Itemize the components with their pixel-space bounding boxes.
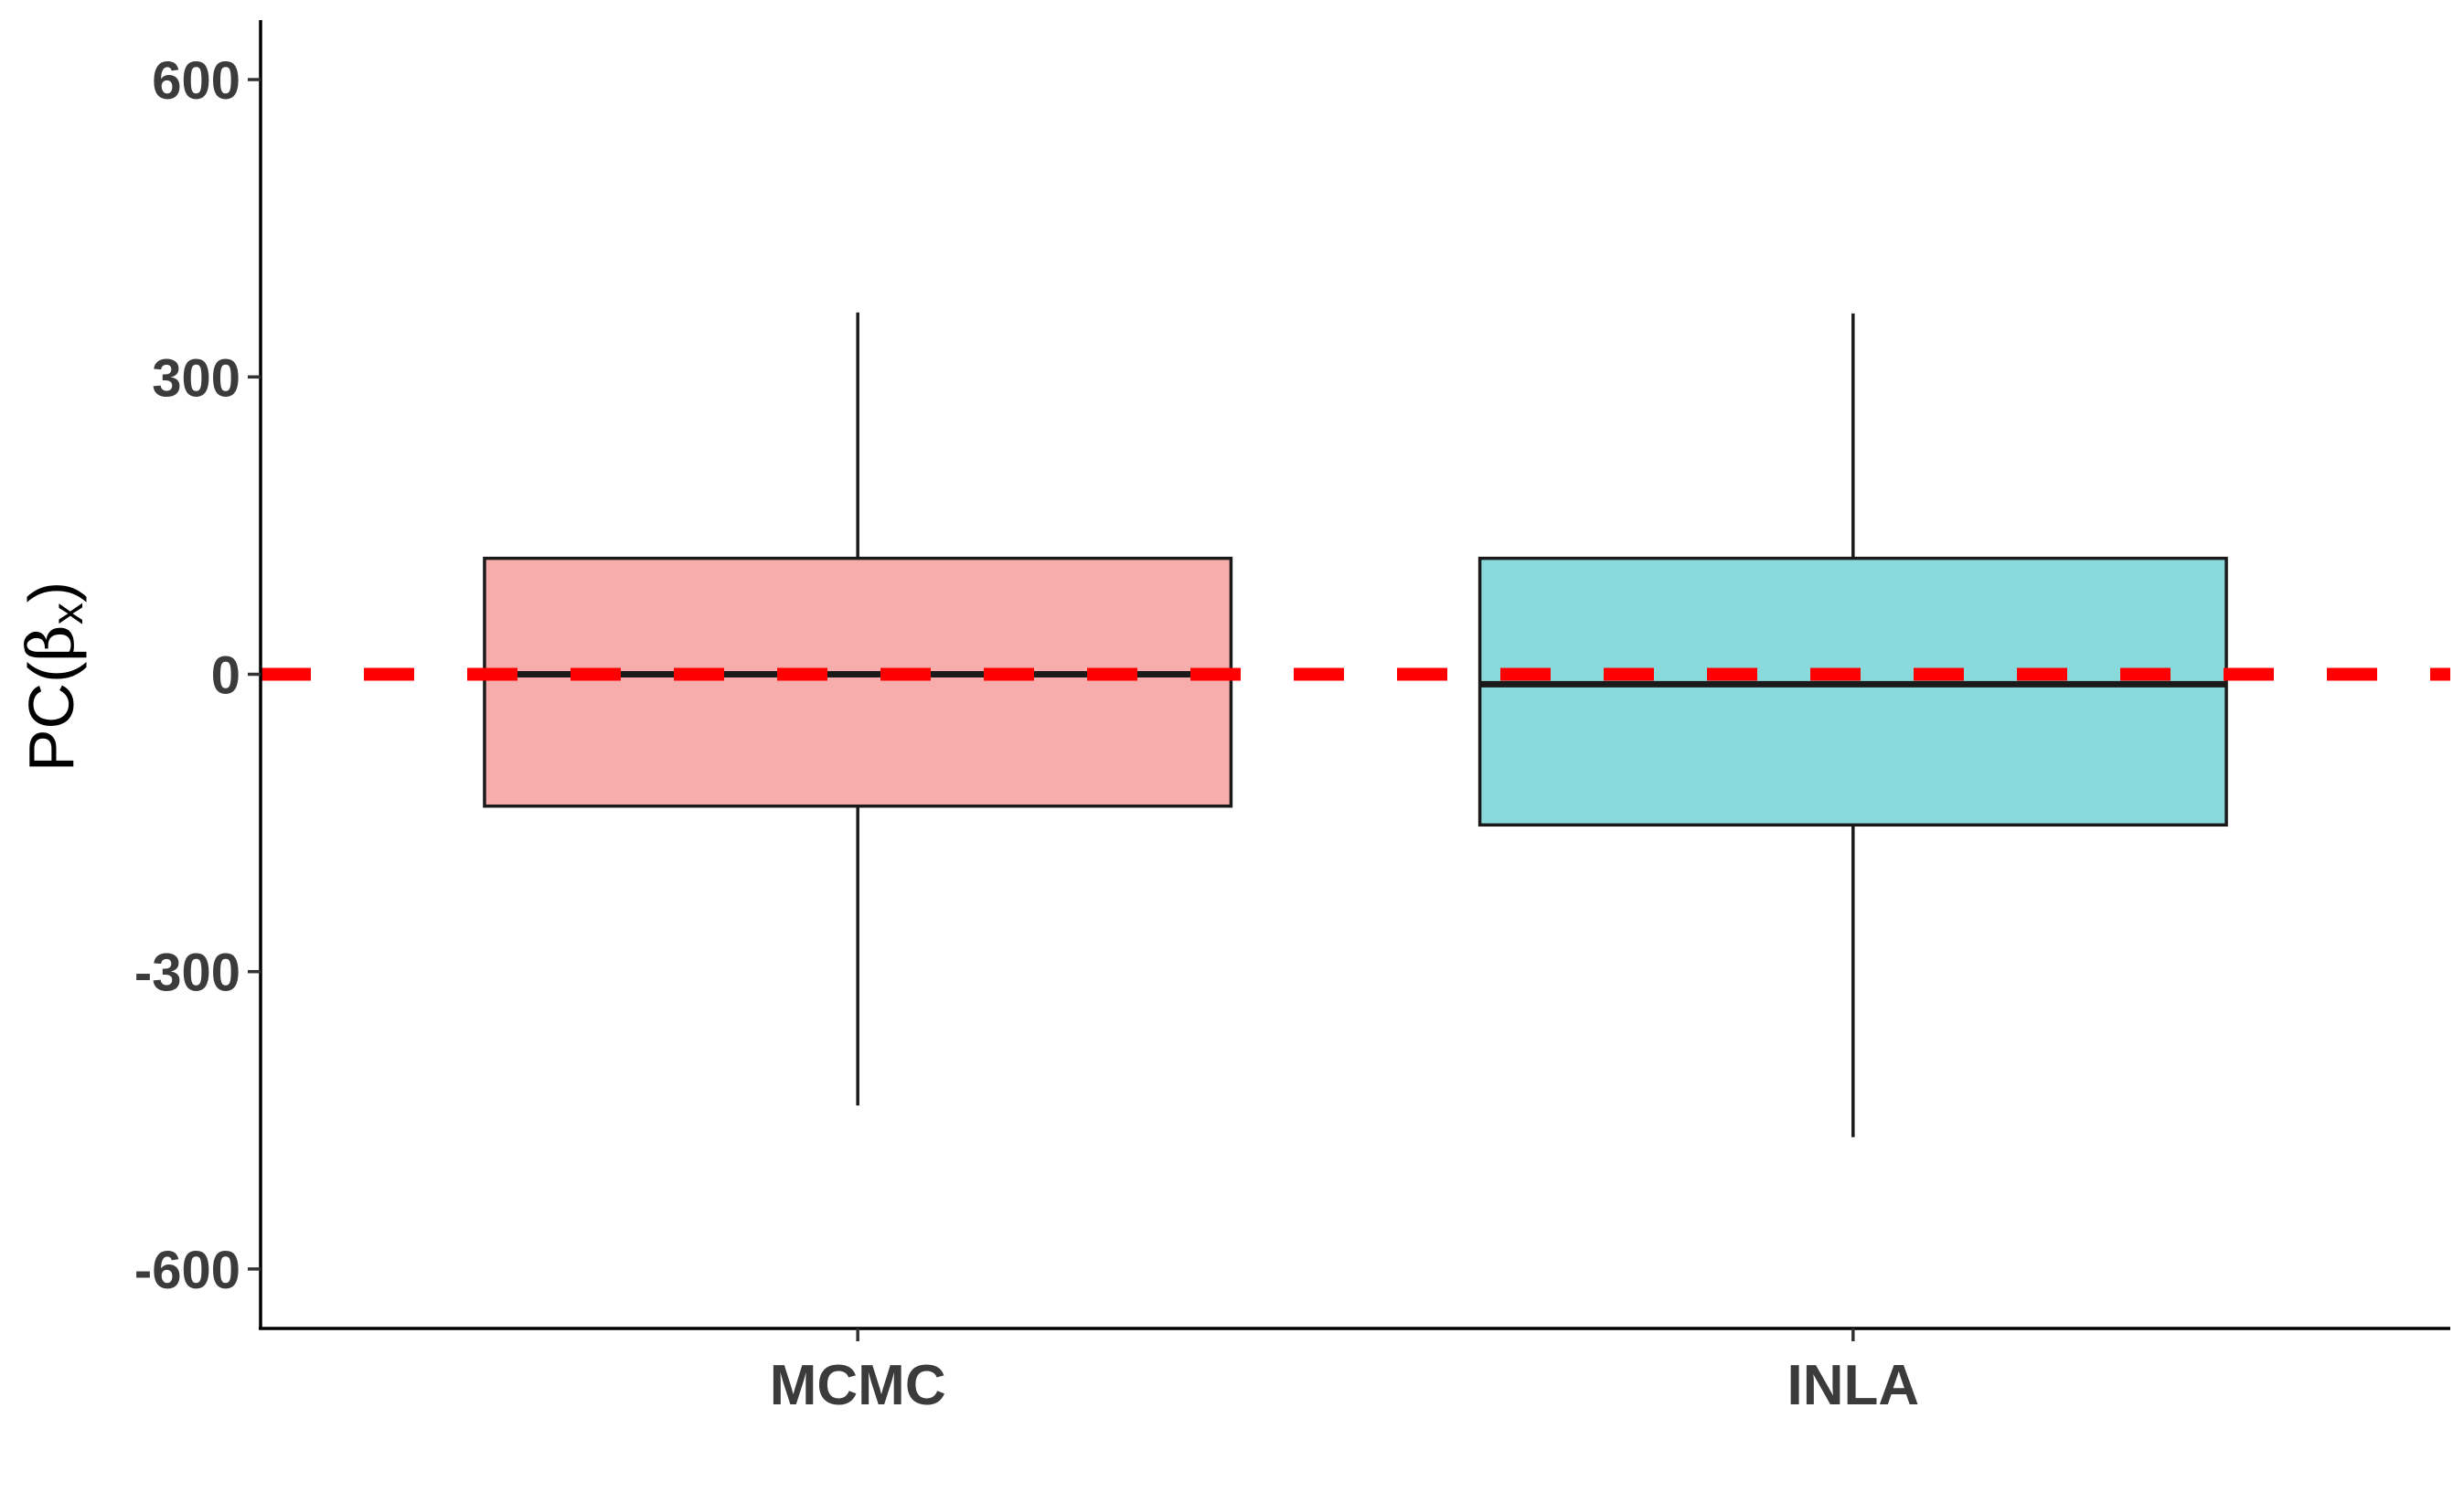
y-axis-title-close: ) <box>16 581 87 603</box>
box-mcmc <box>483 312 1233 1106</box>
x-tick-label: MCMC <box>770 1354 946 1417</box>
y-tick-label: 300 <box>152 348 240 408</box>
plot-area <box>261 312 2450 1137</box>
y-axis-title-greek: β <box>14 624 89 661</box>
x-axis-ticks: MCMC INLA <box>770 1328 1919 1417</box>
y-tick-label: 0 <box>211 646 240 706</box>
y-axis-title-main: PC( <box>16 662 87 773</box>
box-inla <box>1477 313 2228 1137</box>
y-axis-ticks: 600 300 0 -300 -600 <box>134 51 261 1300</box>
y-axis-title-subscript: x <box>44 603 92 624</box>
y-axis-title: PC(βx) <box>14 581 92 772</box>
x-tick-label: INLA <box>1787 1354 1919 1417</box>
iqr-box-mcmc <box>483 556 1233 808</box>
y-tick-label: -600 <box>134 1241 240 1300</box>
y-tick-label: -300 <box>134 944 240 1003</box>
y-tick-label: 600 <box>152 51 240 111</box>
iqr-box-inla <box>1477 556 2228 827</box>
